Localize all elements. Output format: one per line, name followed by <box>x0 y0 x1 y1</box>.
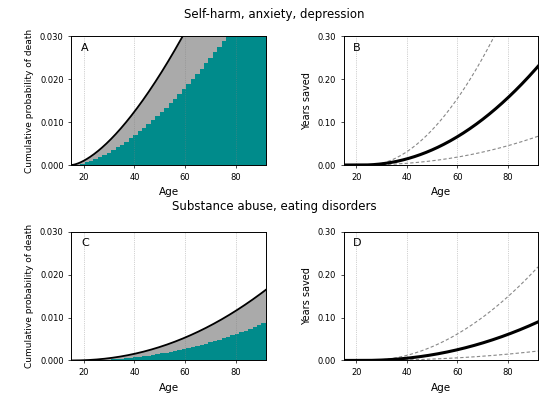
Text: Self-harm, anxiety, depression: Self-harm, anxiety, depression <box>184 8 365 21</box>
Text: D: D <box>354 238 362 248</box>
X-axis label: Age: Age <box>431 383 451 392</box>
X-axis label: Age: Age <box>159 383 178 392</box>
Y-axis label: Years saved: Years saved <box>302 72 312 130</box>
X-axis label: Age: Age <box>431 187 451 197</box>
Y-axis label: Cumulative probability of death: Cumulative probability of death <box>25 29 35 173</box>
Text: A: A <box>81 43 89 53</box>
Y-axis label: Cumulative probability of death: Cumulative probability of death <box>25 224 35 368</box>
X-axis label: Age: Age <box>159 187 178 197</box>
Text: Substance abuse, eating disorders: Substance abuse, eating disorders <box>172 200 377 213</box>
Text: B: B <box>354 43 361 53</box>
Y-axis label: Years saved: Years saved <box>302 267 312 325</box>
Text: C: C <box>81 238 89 248</box>
